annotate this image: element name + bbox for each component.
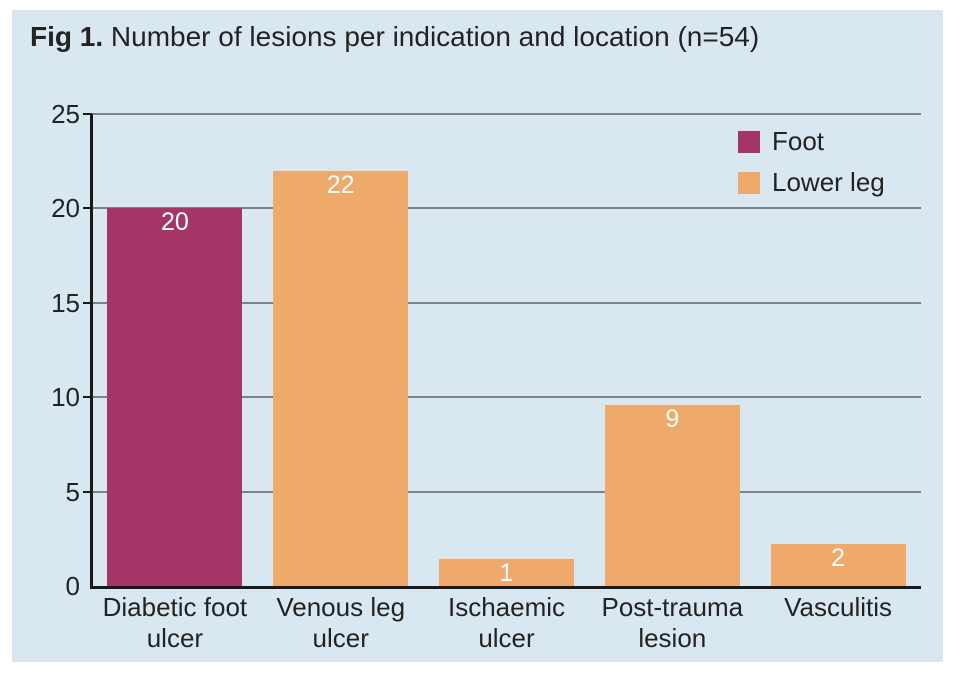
- legend-label: Lower leg: [772, 167, 885, 197]
- legend-swatch: [738, 131, 760, 153]
- y-tick-label-0: 0: [65, 571, 80, 601]
- bar-ischaemic-ulcer: 1: [439, 558, 574, 587]
- figure-title: Fig 1. Number of lesions per indication …: [30, 20, 759, 53]
- y-tick-label-15: 15: [51, 287, 80, 318]
- gridline-20: [92, 207, 921, 210]
- bar-vasculitis: 2: [770, 544, 906, 586]
- bar-value-label: 20: [160, 208, 189, 237]
- plot-area: 20 22 1 9 2: [83, 113, 921, 589]
- legend-label: Foot: [772, 126, 825, 156]
- gridline-15: [92, 301, 921, 304]
- bar-value-label: 1: [499, 558, 514, 587]
- y-tick-15: [83, 301, 92, 304]
- legend-swatch: [738, 172, 760, 194]
- bar-diabetic-foot-ulcer: 20: [107, 208, 243, 586]
- y-tick-10: [83, 396, 92, 399]
- x-category-label: Post-trauma lesion: [601, 592, 744, 653]
- figure-panel: Fig 1. Number of lesions per indication …: [12, 10, 943, 662]
- figure-number-label: Fig 1.: [30, 21, 104, 52]
- y-tick-label-25: 25: [51, 99, 80, 129]
- bar-value-label: 22: [326, 170, 355, 199]
- y-tick-label-20: 20: [51, 193, 80, 224]
- y-tick-label-5: 5: [65, 476, 80, 507]
- gridline-10: [92, 396, 921, 399]
- x-category-label: Vasculitis: [784, 592, 893, 622]
- x-category-label: Ischaemic ulcer: [447, 592, 566, 653]
- bar-value-label: 2: [831, 544, 846, 573]
- bar-value-label: 9: [665, 404, 680, 433]
- gridline-25: [92, 113, 921, 115]
- y-tick-label-10: 10: [51, 382, 80, 413]
- y-tick-20: [83, 207, 92, 210]
- y-tick-25: [83, 113, 92, 115]
- gridline-5: [92, 490, 921, 493]
- figure-caption: Number of lesions per indication and loc…: [103, 21, 760, 52]
- bar-post-trauma-lesion: 9: [604, 404, 740, 586]
- x-axis-line: [90, 586, 921, 589]
- x-category-label: Venous leg ulcer: [276, 592, 406, 653]
- x-category-label: Diabetic foot ulcer: [102, 592, 248, 653]
- y-axis-line: [90, 114, 93, 589]
- y-tick-5: [83, 490, 92, 493]
- bar-venous-leg-ulcer: 22: [273, 170, 409, 586]
